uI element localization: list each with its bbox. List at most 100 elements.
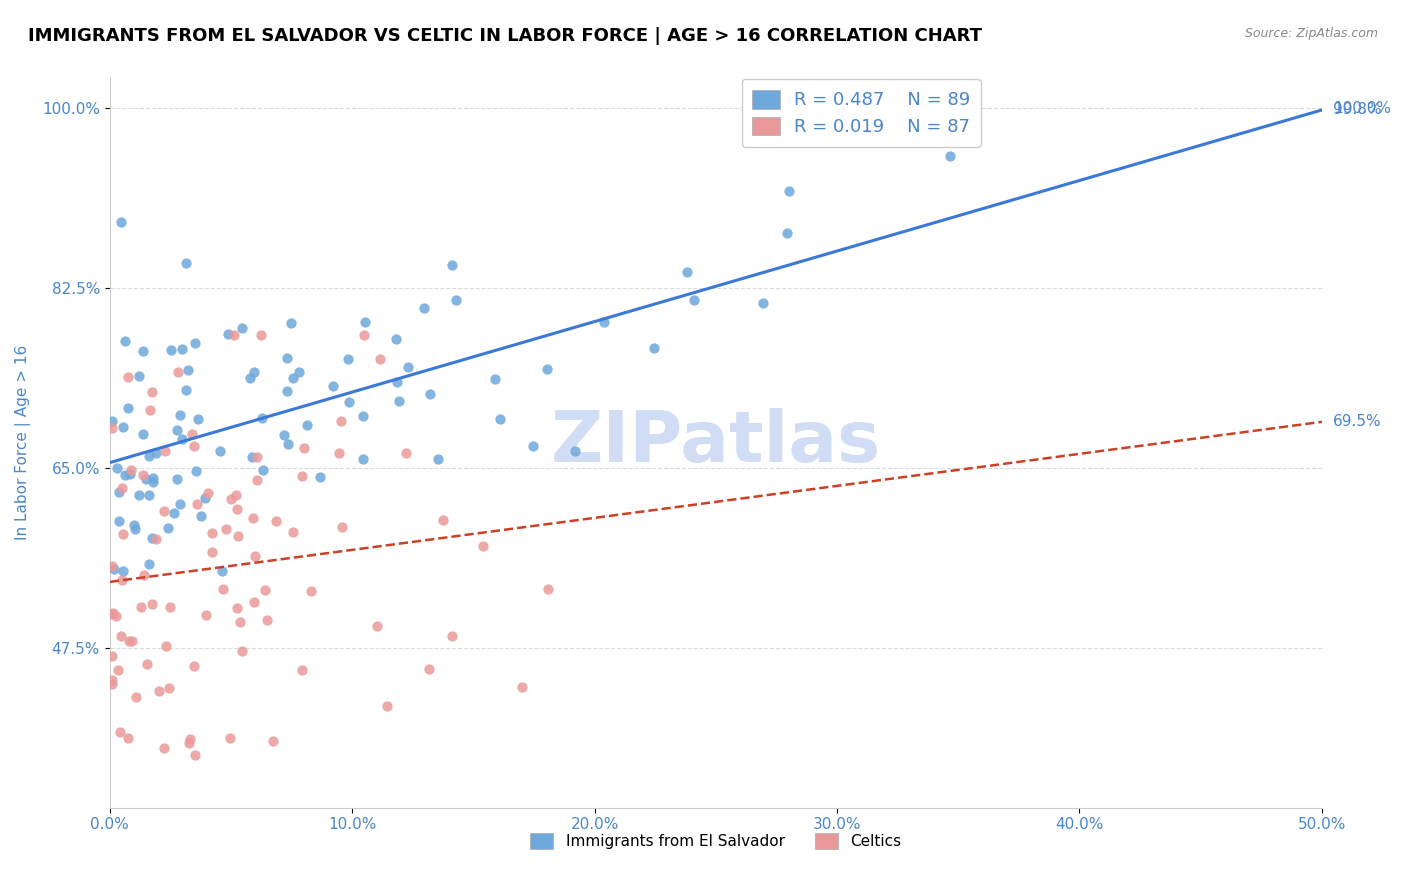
Point	[211, 564, 233, 578]
Point	[145, 533, 167, 547]
Point	[440, 629, 463, 643]
Point	[184, 335, 207, 350]
Point	[441, 259, 464, 273]
Point	[224, 327, 246, 342]
Point	[125, 690, 148, 704]
Point	[117, 731, 139, 745]
Point	[166, 472, 188, 486]
Point	[160, 343, 183, 358]
Point	[103, 562, 125, 576]
Point	[395, 446, 418, 460]
Point	[385, 376, 408, 390]
Point	[177, 363, 200, 377]
Point	[183, 439, 205, 453]
Point	[141, 597, 163, 611]
Point	[250, 410, 273, 425]
Point	[522, 439, 544, 453]
Point	[101, 421, 124, 435]
Point	[219, 731, 242, 745]
Point	[128, 369, 150, 384]
Point	[675, 265, 697, 279]
Point	[375, 699, 398, 714]
Point	[118, 467, 141, 482]
Point	[471, 540, 494, 554]
Point	[111, 481, 134, 495]
Point	[208, 444, 231, 458]
Point	[262, 734, 284, 748]
Point	[174, 383, 197, 397]
Point	[141, 532, 163, 546]
Point	[273, 428, 295, 442]
Point	[277, 437, 299, 451]
Point	[118, 634, 141, 648]
Point	[141, 384, 163, 399]
Point	[243, 549, 266, 563]
Point	[101, 649, 124, 664]
Point	[225, 488, 247, 502]
Point	[155, 444, 177, 458]
Point	[484, 372, 506, 386]
Point	[226, 501, 249, 516]
Point	[368, 351, 391, 366]
Point	[337, 394, 360, 409]
Point	[510, 681, 533, 695]
Point	[249, 327, 271, 342]
Point	[288, 365, 311, 379]
Legend: R = 0.487    N = 89, R = 0.019    N = 87: R = 0.487 N = 89, R = 0.019 N = 87	[741, 79, 981, 147]
Point	[166, 423, 188, 437]
Point	[536, 362, 558, 376]
Point	[564, 443, 586, 458]
Point	[219, 491, 242, 506]
Point	[292, 441, 315, 455]
Point	[190, 508, 212, 523]
Point	[291, 468, 314, 483]
Point	[166, 365, 188, 379]
Point	[537, 582, 560, 596]
Point	[114, 334, 136, 348]
Point	[385, 332, 408, 346]
Text: 69.5%: 69.5%	[1333, 415, 1382, 429]
Point	[111, 419, 134, 434]
Point	[446, 293, 468, 308]
Point	[105, 460, 128, 475]
Point	[276, 351, 298, 366]
Point	[107, 663, 129, 677]
Point	[108, 515, 131, 529]
Point	[201, 526, 224, 541]
Point	[184, 747, 207, 762]
Point	[142, 471, 165, 485]
Point	[172, 433, 194, 447]
Point	[229, 615, 252, 629]
Point	[174, 256, 197, 270]
Point	[169, 408, 191, 422]
Point	[101, 559, 124, 574]
Point	[122, 517, 145, 532]
Point	[643, 341, 665, 355]
Point	[243, 365, 266, 379]
Point	[214, 522, 236, 536]
Point	[212, 582, 235, 596]
Point	[353, 409, 375, 424]
Point	[778, 185, 800, 199]
Point	[110, 215, 132, 229]
Point	[170, 342, 193, 356]
Point	[329, 414, 352, 428]
Point	[489, 411, 512, 425]
Point	[291, 663, 314, 677]
Point	[187, 412, 209, 426]
Point	[195, 608, 218, 623]
Point	[110, 629, 132, 643]
Point	[201, 545, 224, 559]
Point	[159, 600, 181, 615]
Point	[388, 394, 411, 409]
Point	[153, 504, 176, 518]
Point	[330, 520, 353, 534]
Point	[101, 607, 124, 621]
Point	[217, 327, 239, 342]
Point	[352, 451, 374, 466]
Point	[246, 473, 269, 487]
Point	[142, 475, 165, 489]
Point	[184, 464, 207, 478]
Y-axis label: In Labor Force | Age > 16: In Labor Force | Age > 16	[15, 345, 31, 541]
Point	[243, 595, 266, 609]
